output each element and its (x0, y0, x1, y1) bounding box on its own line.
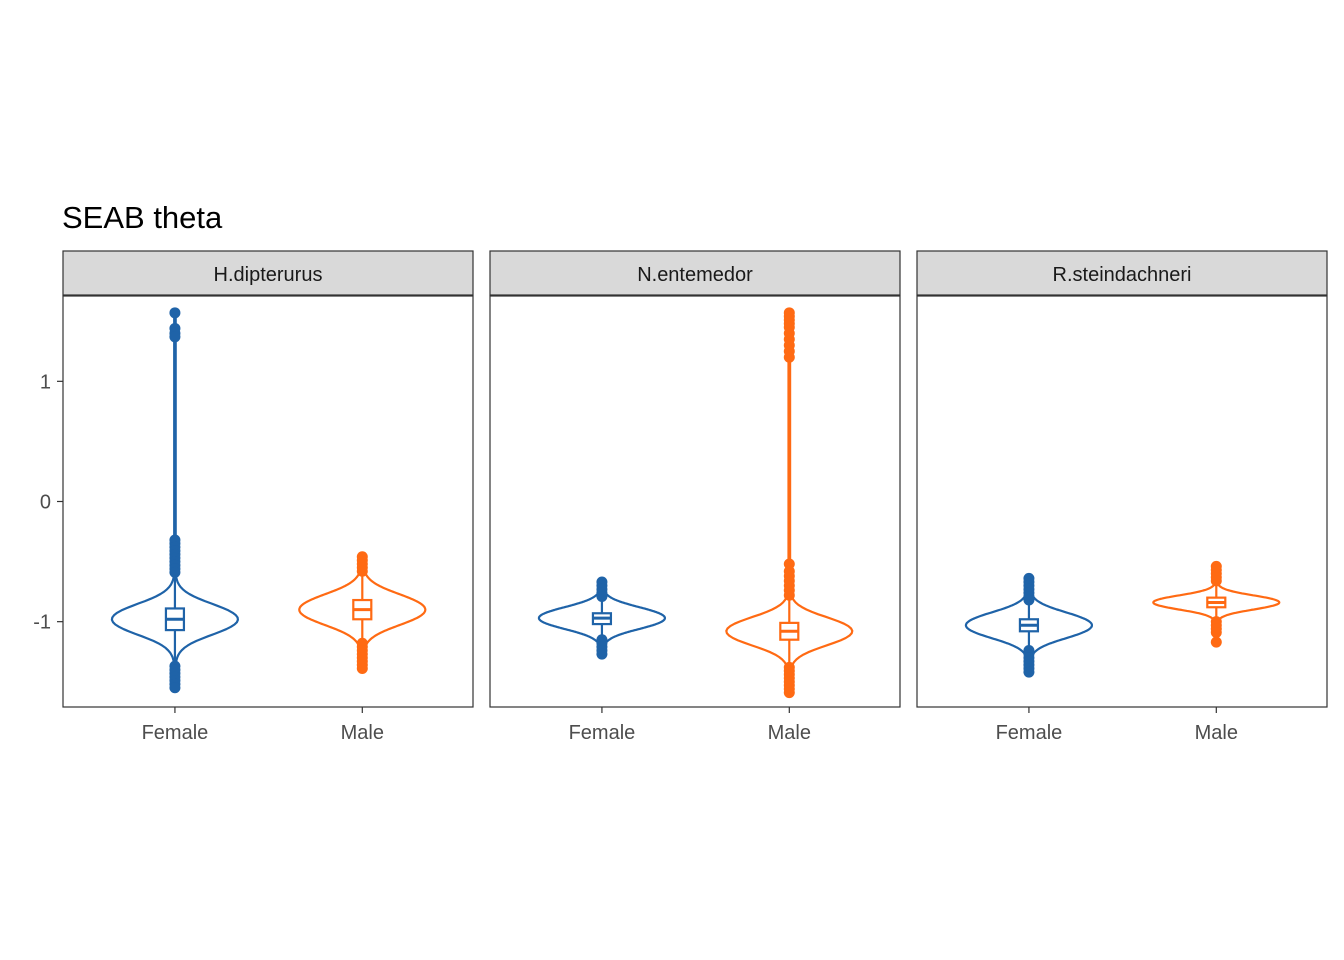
outlier-point (596, 648, 608, 660)
outlier-point (169, 331, 181, 343)
plot-panel (916, 295, 1328, 708)
violin-male (298, 551, 427, 675)
violin-female (537, 576, 666, 660)
plot-panel (62, 295, 474, 708)
panels: H.dipterurus 1 0 -1 Female Male N.entemedor Fem… (33, 250, 1328, 744)
x-tick-label: Female (142, 722, 209, 744)
facet-strip (62, 250, 474, 296)
y-tick-label: -1 (33, 612, 51, 634)
x-tick-label: Male (1195, 722, 1238, 744)
violin-male (725, 307, 854, 699)
violin-female (964, 572, 1093, 678)
x-tick-label: Female (996, 722, 1063, 744)
outlier-point (356, 565, 368, 577)
outlier-point (356, 663, 368, 675)
panel-h-dipterurus: H.dipterurus 1 0 -1 Female Male (33, 250, 474, 744)
y-tick-label: 0 (40, 492, 51, 514)
outlier-point (596, 590, 608, 602)
facet-strip (916, 250, 1328, 296)
facet-label: R.steindachneri (1053, 264, 1192, 286)
outlier-point (783, 351, 795, 363)
chart-title: SEAB theta (62, 200, 223, 235)
outlier-point (169, 307, 181, 319)
x-tick-label: Male (341, 722, 384, 744)
y-tick-label: 1 (40, 371, 51, 393)
panel-n-entemedor: N.entemedor Female Male (489, 250, 901, 744)
outlier-point (1210, 575, 1222, 587)
panel-r-steindachneri: R.steindachneri Female Male (916, 250, 1328, 744)
outlier-point (169, 566, 181, 578)
violin-female (110, 307, 239, 694)
plot-panel (489, 295, 901, 708)
violin-male (1152, 560, 1281, 648)
facet-label: H.dipterurus (214, 264, 323, 286)
outlier-point (169, 682, 181, 694)
outlier-point (1023, 666, 1035, 678)
x-tick-label: Male (768, 722, 811, 744)
facet-strip (489, 250, 901, 296)
outlier-point (1023, 594, 1035, 606)
x-tick-label: Female (569, 722, 636, 744)
outlier-point (783, 589, 795, 601)
outlier-point (1210, 626, 1222, 638)
outlier-point (1210, 636, 1222, 648)
facet-label: N.entemedor (637, 264, 753, 286)
outlier-point (783, 687, 795, 699)
